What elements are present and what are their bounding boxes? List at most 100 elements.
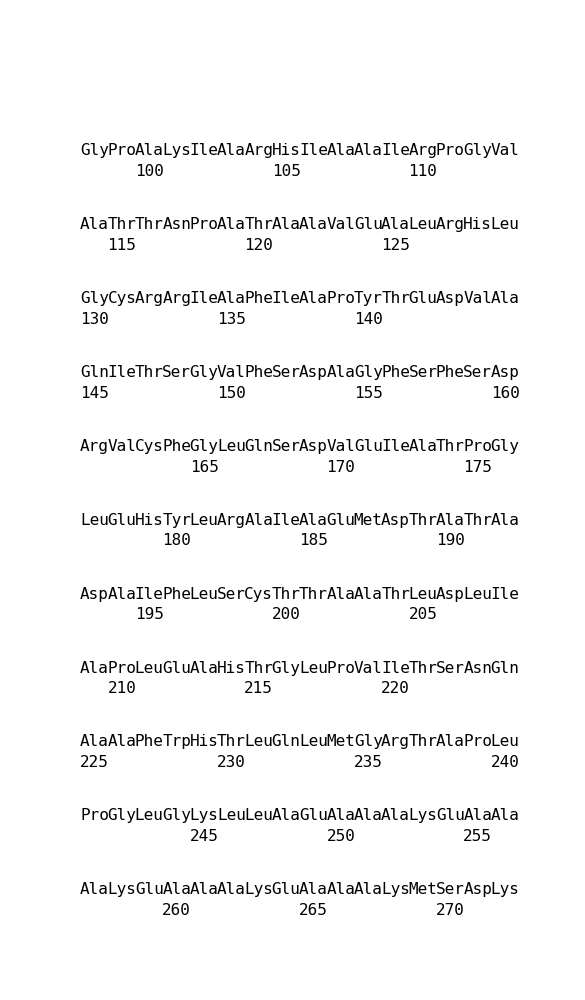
Text: Ala: Ala bbox=[190, 882, 218, 897]
Text: Ser: Ser bbox=[436, 661, 464, 676]
Text: Ala: Ala bbox=[491, 808, 519, 823]
Text: Ala: Ala bbox=[80, 734, 109, 749]
Text: Ala: Ala bbox=[190, 661, 218, 676]
Text: 120: 120 bbox=[245, 238, 273, 253]
Text: Leu: Leu bbox=[217, 808, 246, 823]
Text: Asp: Asp bbox=[491, 365, 519, 380]
Text: 135: 135 bbox=[217, 312, 246, 327]
Text: Arg: Arg bbox=[162, 291, 191, 306]
Text: Lys: Lys bbox=[162, 143, 191, 158]
Text: Val: Val bbox=[491, 143, 519, 158]
Text: 125: 125 bbox=[381, 238, 410, 253]
Text: 230: 230 bbox=[217, 755, 246, 770]
Text: Ile: Ile bbox=[491, 587, 519, 602]
Text: Ile: Ile bbox=[381, 143, 410, 158]
Text: 130: 130 bbox=[80, 312, 109, 327]
Text: Phe: Phe bbox=[162, 587, 191, 602]
Text: 105: 105 bbox=[271, 164, 301, 179]
Text: 175: 175 bbox=[463, 460, 492, 475]
Text: Val: Val bbox=[108, 439, 136, 454]
Text: Glu: Glu bbox=[299, 808, 328, 823]
Text: Asp: Asp bbox=[463, 882, 492, 897]
Text: 140: 140 bbox=[354, 312, 383, 327]
Text: Glu: Glu bbox=[271, 882, 301, 897]
Text: Asp: Asp bbox=[436, 291, 464, 306]
Text: Ala: Ala bbox=[299, 217, 328, 232]
Text: Ile: Ile bbox=[381, 439, 410, 454]
Text: Gly: Gly bbox=[80, 143, 109, 158]
Text: 150: 150 bbox=[217, 386, 246, 401]
Text: Ala: Ala bbox=[326, 808, 355, 823]
Text: Gly: Gly bbox=[354, 734, 383, 749]
Text: Ala: Ala bbox=[491, 513, 519, 528]
Text: 165: 165 bbox=[190, 460, 218, 475]
Text: Pro: Pro bbox=[80, 808, 109, 823]
Text: 225: 225 bbox=[80, 755, 109, 770]
Text: Leu: Leu bbox=[463, 587, 492, 602]
Text: Ile: Ile bbox=[135, 587, 164, 602]
Text: Ala: Ala bbox=[326, 143, 355, 158]
Text: Ala: Ala bbox=[354, 882, 383, 897]
Text: Tyr: Tyr bbox=[162, 513, 191, 528]
Text: Ser: Ser bbox=[271, 439, 301, 454]
Text: 110: 110 bbox=[408, 164, 438, 179]
Text: Ala: Ala bbox=[80, 217, 109, 232]
Text: Pro: Pro bbox=[463, 439, 492, 454]
Text: Ser: Ser bbox=[463, 365, 492, 380]
Text: Gln: Gln bbox=[271, 734, 301, 749]
Text: Thr: Thr bbox=[463, 513, 492, 528]
Text: Leu: Leu bbox=[217, 439, 246, 454]
Text: Gly: Gly bbox=[190, 439, 218, 454]
Text: Leu: Leu bbox=[299, 734, 328, 749]
Text: Glu: Glu bbox=[436, 808, 464, 823]
Text: Leu: Leu bbox=[190, 513, 218, 528]
Text: Ala: Ala bbox=[463, 808, 492, 823]
Text: Lys: Lys bbox=[108, 882, 136, 897]
Text: Asp: Asp bbox=[299, 439, 328, 454]
Text: Ala: Ala bbox=[354, 143, 383, 158]
Text: 210: 210 bbox=[108, 681, 136, 696]
Text: Glu: Glu bbox=[108, 513, 136, 528]
Text: 240: 240 bbox=[491, 755, 519, 770]
Text: Ile: Ile bbox=[108, 365, 136, 380]
Text: Ser: Ser bbox=[217, 587, 246, 602]
Text: Val: Val bbox=[217, 365, 246, 380]
Text: Arg: Arg bbox=[217, 513, 246, 528]
Text: Val: Val bbox=[326, 439, 355, 454]
Text: His: His bbox=[190, 734, 218, 749]
Text: Gly: Gly bbox=[463, 143, 492, 158]
Text: His: His bbox=[271, 143, 301, 158]
Text: Leu: Leu bbox=[80, 513, 109, 528]
Text: Glu: Glu bbox=[408, 291, 438, 306]
Text: Gln: Gln bbox=[245, 439, 273, 454]
Text: Ala: Ala bbox=[162, 882, 191, 897]
Text: Arg: Arg bbox=[135, 291, 164, 306]
Text: 250: 250 bbox=[326, 829, 355, 844]
Text: Leu: Leu bbox=[491, 217, 519, 232]
Text: Asp: Asp bbox=[381, 513, 410, 528]
Text: 260: 260 bbox=[162, 903, 191, 918]
Text: Leu: Leu bbox=[135, 808, 164, 823]
Text: Met: Met bbox=[354, 513, 383, 528]
Text: Gly: Gly bbox=[271, 661, 301, 676]
Text: Asp: Asp bbox=[299, 365, 328, 380]
Text: Arg: Arg bbox=[245, 143, 273, 158]
Text: Met: Met bbox=[326, 734, 355, 749]
Text: Thr: Thr bbox=[408, 734, 438, 749]
Text: Gly: Gly bbox=[491, 439, 519, 454]
Text: Leu: Leu bbox=[491, 734, 519, 749]
Text: Leu: Leu bbox=[135, 661, 164, 676]
Text: Pro: Pro bbox=[326, 291, 355, 306]
Text: Thr: Thr bbox=[245, 661, 273, 676]
Text: 200: 200 bbox=[271, 607, 301, 622]
Text: Thr: Thr bbox=[135, 365, 164, 380]
Text: Val: Val bbox=[326, 217, 355, 232]
Text: 255: 255 bbox=[463, 829, 492, 844]
Text: Ala: Ala bbox=[245, 513, 273, 528]
Text: Ser: Ser bbox=[436, 882, 464, 897]
Text: Phe: Phe bbox=[245, 291, 273, 306]
Text: Pro: Pro bbox=[108, 143, 136, 158]
Text: Thr: Thr bbox=[299, 587, 328, 602]
Text: Leu: Leu bbox=[299, 661, 328, 676]
Text: Ile: Ile bbox=[381, 661, 410, 676]
